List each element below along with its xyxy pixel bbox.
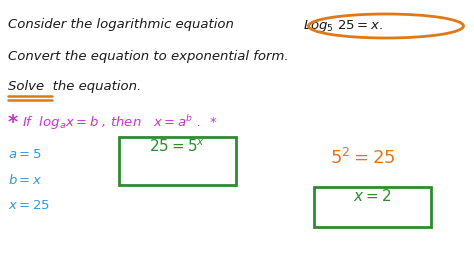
Text: $25 = 5^x$: $25 = 5^x$ <box>149 138 205 155</box>
Text: If  $\mathit{log}_a x = b$ , then   $x = a^b$ .  *: If $\mathit{log}_a x = b$ , then $x = a^… <box>22 113 217 132</box>
Text: Consider the logarithmic equation: Consider the logarithmic equation <box>8 18 234 31</box>
Text: $x = 2$: $x = 2$ <box>353 188 391 204</box>
Text: *: * <box>8 113 18 132</box>
Text: $a = 5$: $a = 5$ <box>8 148 42 161</box>
FancyBboxPatch shape <box>314 187 431 227</box>
Text: Convert the equation to exponential form.: Convert the equation to exponential form… <box>8 50 289 63</box>
Text: $\mathit{Log}_5\ 25 = x.$: $\mathit{Log}_5\ 25 = x.$ <box>303 18 383 34</box>
Text: $5^2 = 25$: $5^2 = 25$ <box>330 148 396 168</box>
Text: $b = x$: $b = x$ <box>8 173 43 187</box>
Text: Solve  the equation.: Solve the equation. <box>8 80 141 93</box>
FancyBboxPatch shape <box>119 137 236 185</box>
Text: $x = 25$: $x = 25$ <box>8 199 50 212</box>
